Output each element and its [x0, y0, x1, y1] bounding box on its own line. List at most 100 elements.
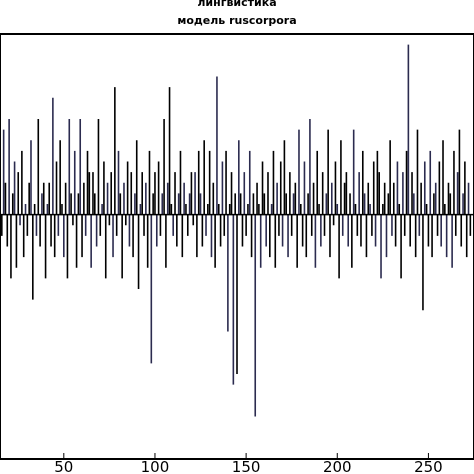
- bar: [248, 150, 251, 215]
- bar: [250, 214, 253, 258]
- bar: [287, 214, 289, 258]
- bar: [168, 87, 171, 215]
- bar: [15, 214, 18, 268]
- bar: [354, 204, 357, 215]
- bar: [347, 214, 350, 247]
- bar: [145, 182, 147, 215]
- bar: [365, 214, 368, 258]
- bar: [380, 214, 382, 279]
- bar: [334, 161, 337, 215]
- bar: [396, 161, 399, 215]
- bar: [103, 161, 105, 215]
- bar: [371, 214, 373, 236]
- bar: [114, 87, 116, 215]
- bar: [203, 140, 205, 215]
- bar: [101, 204, 103, 215]
- bar: [247, 204, 249, 215]
- bar: [383, 182, 386, 215]
- bar: [197, 150, 200, 215]
- bar: [99, 214, 102, 236]
- bar: [467, 182, 470, 215]
- bar: [13, 161, 16, 215]
- bar: [221, 161, 224, 215]
- bar: [307, 193, 309, 215]
- bar: [63, 214, 65, 258]
- bar: [274, 214, 277, 268]
- bar: [64, 182, 67, 215]
- bar: [312, 182, 315, 215]
- bar: [270, 204, 273, 215]
- bar: [256, 182, 258, 215]
- bar: [19, 214, 21, 226]
- bar: [458, 129, 461, 215]
- bar: [135, 140, 138, 215]
- bar: [389, 140, 391, 215]
- bar: [400, 214, 402, 279]
- bar: [349, 193, 351, 215]
- bar: [139, 204, 142, 215]
- bar: [186, 214, 189, 236]
- bar: [425, 204, 428, 215]
- bar: [394, 214, 397, 247]
- bar: [130, 172, 133, 215]
- bar: [236, 214, 238, 375]
- bar: [358, 172, 360, 215]
- bar: [185, 204, 187, 215]
- bar: [81, 214, 83, 258]
- bar: [79, 119, 82, 215]
- bar: [146, 214, 149, 268]
- bar: [234, 193, 236, 215]
- bar: [2, 129, 5, 215]
- bar: [152, 193, 154, 215]
- bar: [382, 204, 384, 215]
- bar: [338, 214, 340, 279]
- bar: [177, 193, 180, 215]
- bar: [321, 172, 324, 215]
- chart-title-line-2: модель ruscorpora: [177, 14, 296, 27]
- bar: [345, 172, 348, 215]
- bar: [420, 182, 422, 215]
- bar: [427, 214, 430, 247]
- bar: [46, 204, 49, 215]
- bar: [316, 150, 319, 215]
- bar: [281, 214, 284, 247]
- bar: [10, 214, 12, 279]
- bar: [50, 214, 52, 247]
- x-axis: 50 100 150 200 250: [54, 453, 443, 474]
- bar: [310, 214, 313, 236]
- bar: [303, 161, 306, 215]
- x-tick-label: 100: [141, 458, 170, 474]
- bar: [294, 182, 297, 215]
- bar: [208, 150, 211, 215]
- bar: [35, 214, 38, 236]
- bar: [123, 182, 125, 215]
- bar: [238, 140, 240, 215]
- bar: [456, 172, 459, 215]
- bar: [454, 214, 457, 236]
- bar: [212, 182, 215, 215]
- bar: [465, 214, 468, 258]
- bar: [258, 204, 260, 215]
- bar: [283, 140, 286, 215]
- bar: [376, 150, 379, 215]
- bar: [97, 119, 100, 215]
- bar: [17, 172, 20, 215]
- bar: [53, 214, 56, 258]
- bar: [0, 161, 1, 215]
- bar: [72, 214, 74, 226]
- bar: [70, 193, 72, 215]
- bar: [407, 44, 410, 215]
- bar: [444, 204, 446, 215]
- bar: [451, 214, 453, 268]
- bar: [126, 161, 129, 215]
- bar: [391, 214, 393, 236]
- x-tick-label: 50: [54, 458, 73, 474]
- bar: [137, 214, 140, 290]
- bar: [296, 214, 298, 268]
- bar: [108, 214, 111, 226]
- bar: [442, 140, 444, 215]
- bar: [241, 214, 244, 247]
- bar: [453, 150, 455, 215]
- bar: [429, 150, 432, 215]
